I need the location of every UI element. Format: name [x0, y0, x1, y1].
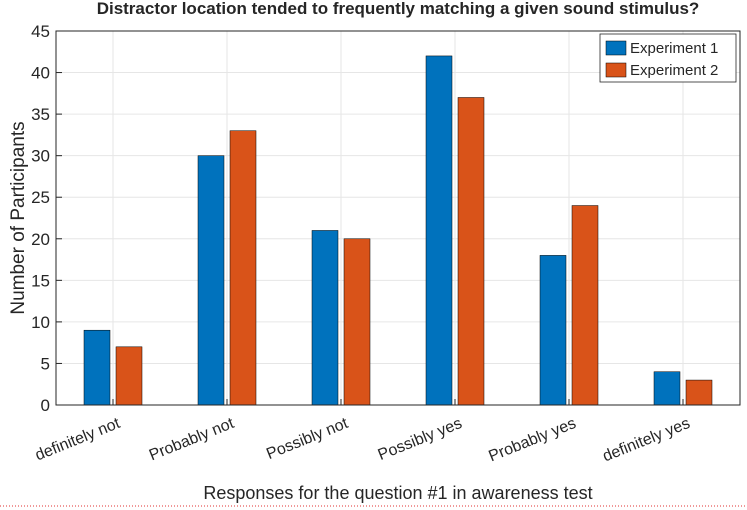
legend-swatch — [605, 62, 627, 78]
bar — [425, 55, 453, 406]
bar — [571, 205, 599, 406]
x-tick-label: Possibly not — [264, 415, 351, 463]
x-tick-label: Probably yes — [486, 415, 578, 465]
bar — [197, 155, 225, 406]
bar — [653, 371, 681, 406]
x-tick-label: Possibly yes — [376, 415, 465, 464]
chart-title: Distractor location tended to frequently… — [97, 0, 700, 18]
bar — [343, 238, 371, 406]
bar — [457, 97, 485, 406]
y-tick-label: 15 — [31, 271, 50, 290]
y-axis-label: Number of Participants — [8, 121, 29, 314]
y-tick-label: 0 — [41, 396, 50, 415]
y-tick-label: 35 — [31, 105, 50, 124]
x-tick-label: Probably not — [147, 415, 237, 465]
axes-box — [55, 30, 741, 406]
bar — [311, 230, 339, 406]
bar — [83, 329, 111, 406]
legend-label: Experiment 2 — [630, 62, 718, 79]
y-tick-label: 5 — [41, 354, 50, 373]
y-tick-label: 30 — [31, 147, 50, 166]
x-tick-label: definitely yes — [600, 415, 692, 465]
y-tick-label: 45 — [31, 22, 50, 41]
x-tick-label: definitely not — [33, 415, 123, 465]
bar — [539, 255, 567, 406]
y-tick-label: 20 — [31, 230, 50, 249]
legend-swatch — [605, 40, 627, 56]
bar — [685, 379, 713, 406]
y-tick-label: 40 — [31, 64, 50, 83]
legend-label: Experiment 1 — [630, 40, 718, 57]
y-tick-label: 25 — [31, 188, 50, 207]
y-tick-label: 10 — [31, 313, 50, 332]
bar — [115, 346, 143, 406]
x-axis-label: Responses for the question #1 in awarene… — [203, 483, 592, 503]
bar — [229, 130, 257, 406]
